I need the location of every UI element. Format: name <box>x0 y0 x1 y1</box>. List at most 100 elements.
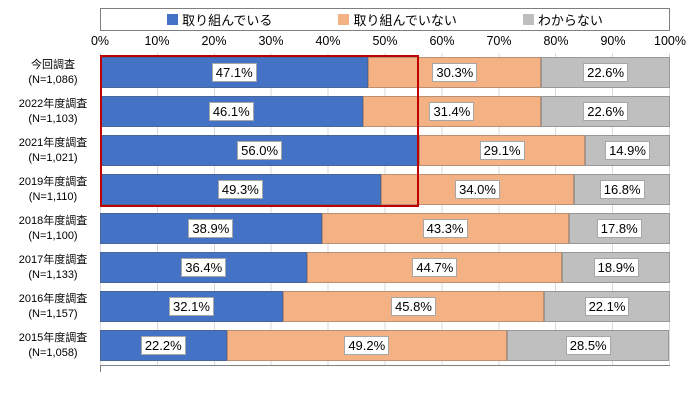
category-sample-size: (N=1,021) <box>28 151 78 164</box>
data-label: 45.8% <box>391 297 436 316</box>
x-axis-tick-label: 50% <box>372 34 398 48</box>
bar-segment-yes: 49.3% <box>100 174 381 205</box>
category-name: 2017年度調査 <box>18 253 88 266</box>
category-sample-size: (N=1,103) <box>28 112 78 125</box>
data-label: 17.8% <box>596 219 642 238</box>
data-label: 46.1% <box>208 102 254 121</box>
chart-inner: 取り組んでいる 取り組んでいない わからない 0% 10% 20% 30% 40% 50% 60… <box>10 8 686 372</box>
category-label: 2019年度調査 (N=1,110) <box>10 170 100 209</box>
bar-segment-yes: 36.4% <box>100 252 308 283</box>
bar-row: 36.4% 44.7% 18.9% <box>100 248 670 287</box>
bar-segment-unknown: 22.6% <box>541 96 670 127</box>
data-label: 47.1% <box>211 63 257 82</box>
category-label: 2021年度調査 (N=1,021) <box>10 131 100 170</box>
category-name: 2018年度調査 <box>18 214 88 227</box>
category-sample-size: (N=1,058) <box>28 346 78 359</box>
data-label: 44.7% <box>412 258 458 277</box>
bar-row: 47.1% 30.3% 22.6% <box>100 53 670 92</box>
data-label: 31.4% <box>429 102 475 121</box>
legend-label: わからない <box>537 13 603 28</box>
x-axis-tick-label: 30% <box>258 34 284 48</box>
x-axis: 0% 10% 20% 30% 40% 50% 60% 70% 80% 90% 100% <box>91 31 686 53</box>
data-label: 29.1% <box>479 141 525 160</box>
legend: 取り組んでいる 取り組んでいない わからない <box>100 8 670 31</box>
category-name: 2015年度調査 <box>18 331 88 344</box>
data-label: 30.3% <box>432 63 478 82</box>
bar-segment-yes: 46.1% <box>100 96 363 127</box>
data-label: 16.8% <box>599 180 645 199</box>
bar-segment-unknown: 28.5% <box>506 330 670 361</box>
bar-segment-yes: 56.0% <box>100 135 420 166</box>
legend-item-yes: 取り組んでいる <box>167 10 272 29</box>
data-label: 32.1% <box>169 297 214 316</box>
bar-segment-unknown: 14.9% <box>585 135 670 166</box>
category-sample-size: (N=1,110) <box>28 190 78 203</box>
x-axis-tick-label: 70% <box>486 34 512 48</box>
x-axis-tick-label: 90% <box>600 34 626 48</box>
bar-segment-yes: 38.9% <box>100 213 322 244</box>
data-label: 14.9% <box>605 141 650 160</box>
bar-row: 49.3% 34.0% 16.8% <box>100 170 670 209</box>
bar-segment-yes: 47.1% <box>100 57 369 88</box>
bar-segment-unknown: 18.9% <box>562 252 670 283</box>
data-label: 34.0% <box>455 180 500 199</box>
x-axis-tick-label: 40% <box>315 34 341 48</box>
data-label: 22.2% <box>140 336 186 355</box>
category-sample-size: (N=1,086) <box>28 73 78 86</box>
bar-segment-no: 29.1% <box>419 135 586 166</box>
legend-swatch-unknown <box>522 14 534 25</box>
bar-segment-unknown: 16.8% <box>574 174 670 205</box>
category-sample-size: (N=1,157) <box>28 307 78 320</box>
category-name: 2019年度調査 <box>18 175 88 188</box>
data-label: 22.6% <box>583 102 629 121</box>
data-label: 22.1% <box>584 297 630 316</box>
bar-row: 32.1% 45.8% 22.1% <box>100 287 670 326</box>
data-label: 18.9% <box>593 258 639 277</box>
category-sample-size: (N=1,100) <box>28 229 78 242</box>
bar-segment-no: 30.3% <box>368 57 542 88</box>
data-label: 38.9% <box>188 219 234 238</box>
category-label: 2015年度調査 (N=1,058) <box>10 326 100 365</box>
data-label: 43.3% <box>422 219 468 238</box>
data-label: 36.4% <box>181 258 227 277</box>
legend-label: 取り組んでいる <box>182 13 273 28</box>
bar-segment-unknown: 22.6% <box>541 57 670 88</box>
category-name: 2021年度調査 <box>18 136 88 149</box>
bar-segment-no: 31.4% <box>362 96 542 127</box>
legend-label: 取り組んでいない <box>353 13 457 28</box>
category-name: 今回調査 <box>31 58 75 71</box>
legend-swatch-no <box>338 14 350 25</box>
x-axis-tick-label: 80% <box>543 34 569 48</box>
category-name: 2022年度調査 <box>18 97 88 110</box>
plot-rows: 47.1% 30.3% 22.6% 46.1% 31.4% 22.6% 56.0% 29.1%… <box>100 53 670 365</box>
category-label: 2022年度調査 (N=1,103) <box>10 92 100 131</box>
bar-row: 56.0% 29.1% 14.9% <box>100 131 670 170</box>
plot-wrap: 今回調査 (N=1,086) 2022年度調査 (N=1,103) 2021年度調査 (N… <box>10 53 670 372</box>
data-label: 22.6% <box>583 63 629 82</box>
category-label: 2016年度調査 (N=1,157) <box>10 287 100 326</box>
bar-segment-no: 44.7% <box>307 252 563 283</box>
data-label: 49.2% <box>344 336 390 355</box>
bar-row: 22.2% 49.2% 28.5% <box>100 326 670 365</box>
bar-segment-no: 49.2% <box>226 330 507 361</box>
category-labels: 今回調査 (N=1,086) 2022年度調査 (N=1,103) 2021年度調査 (N… <box>10 53 100 366</box>
data-label: 56.0% <box>237 141 283 160</box>
x-axis-tick-label: 20% <box>201 34 227 48</box>
x-axis-tick-label: 60% <box>429 34 455 48</box>
x-axis-tick-label: 100% <box>654 34 686 48</box>
bar-row: 46.1% 31.4% 22.6% <box>100 92 670 131</box>
bar-segment-unknown: 17.8% <box>568 213 670 244</box>
x-axis-tick-label: 0% <box>90 34 110 48</box>
data-label: 28.5% <box>565 336 611 355</box>
bar-segment-unknown: 22.1% <box>544 291 670 322</box>
bar-row: 38.9% 43.3% 17.8% <box>100 209 670 248</box>
bar-segment-no: 34.0% <box>380 174 575 205</box>
category-sample-size: (N=1,133) <box>28 268 78 281</box>
category-name: 2016年度調査 <box>18 292 88 305</box>
bar-segment-yes: 22.2% <box>100 330 227 361</box>
plot-area: 47.1% 30.3% 22.6% 46.1% 31.4% 22.6% 56.0% 29.1%… <box>100 53 670 372</box>
legend-swatch-yes <box>167 14 179 25</box>
bar-segment-no: 43.3% <box>321 213 569 244</box>
legend-item-unknown: わからない <box>522 10 603 29</box>
